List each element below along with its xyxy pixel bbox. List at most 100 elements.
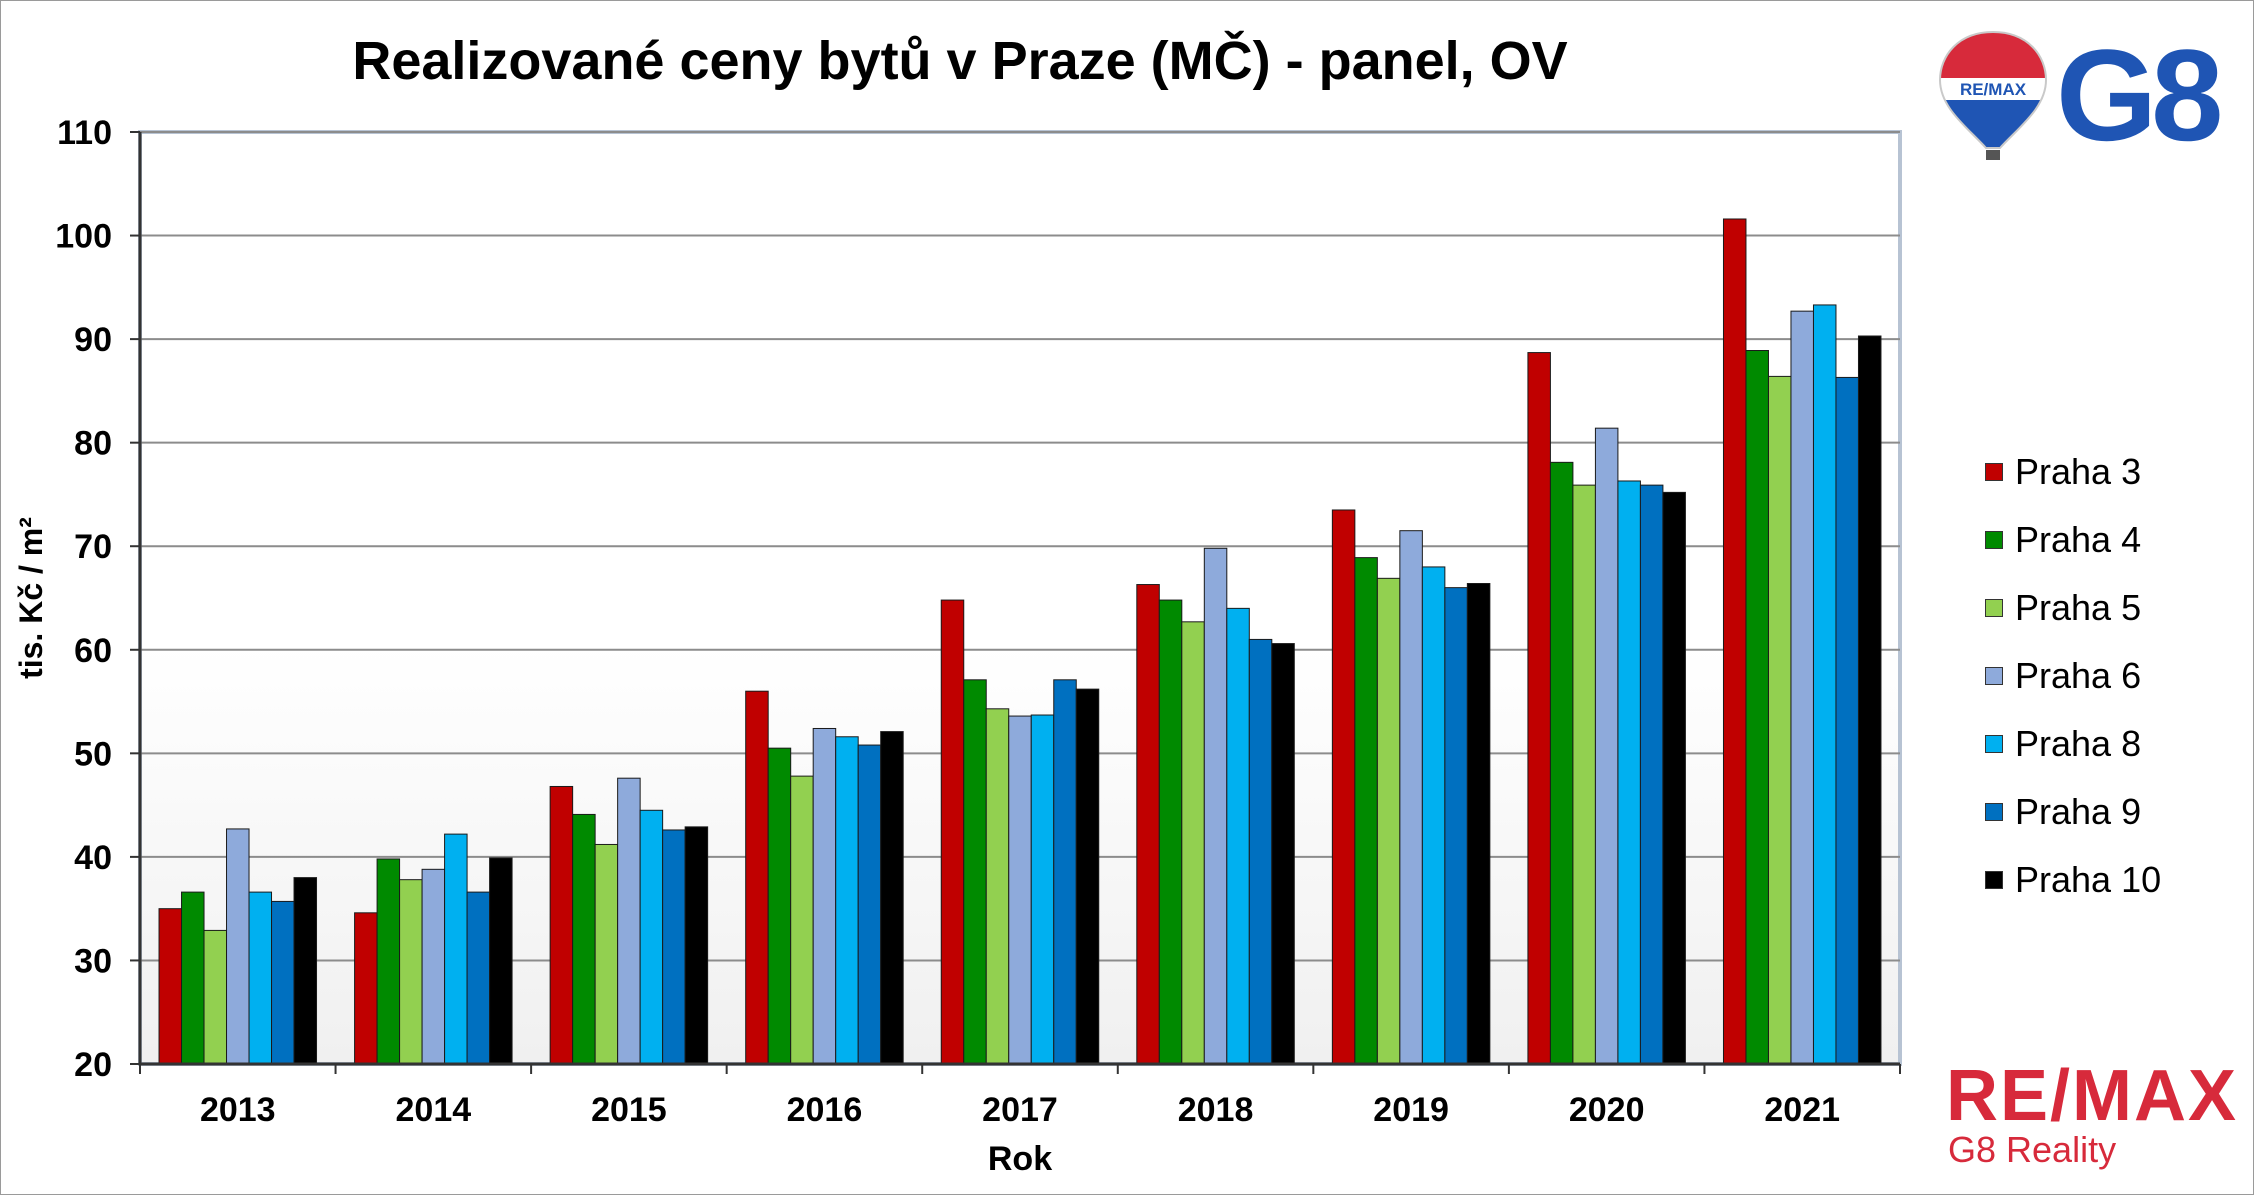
bar-praha-10-2018 [1271, 643, 1295, 1065]
bar-praha-9-2021 [1835, 376, 1859, 1065]
y-tick-label: 110 [57, 114, 112, 152]
bar-praha-4-2015 [572, 813, 596, 1065]
bar-praha-4-2019 [1354, 557, 1378, 1065]
bar-praha-8-2014 [444, 833, 468, 1065]
legend-swatch [1985, 871, 2003, 889]
x-tick-label: 2016 [787, 1091, 863, 1129]
y-tick-label: 30 [74, 942, 112, 980]
x-tick-label: 2015 [591, 1091, 667, 1129]
remax-balloon-logo: RE/MAX [1938, 30, 2048, 160]
bar-praha-5-2013 [203, 929, 228, 1065]
balloon-text: RE/MAX [1960, 80, 2027, 99]
bar-praha-4-2021 [1745, 350, 1769, 1065]
bar-praha-6-2017 [1008, 715, 1032, 1065]
bar-praha-3-2015 [549, 785, 574, 1065]
bar-praha-10-2017 [1075, 688, 1100, 1065]
bar-praha-6-2018 [1203, 547, 1228, 1065]
legend-swatch [1985, 803, 2003, 821]
bar-praha-4-2017 [963, 679, 987, 1065]
bar-praha-3-2017 [940, 599, 965, 1065]
bar-praha-6-2016 [812, 727, 837, 1065]
bar-praha-3-2018 [1136, 584, 1160, 1065]
legend-swatch [1985, 531, 2003, 549]
bar-praha-10-2013 [293, 877, 318, 1065]
bar-praha-10-2016 [880, 731, 904, 1065]
bar-praha-8-2021 [1812, 304, 1837, 1065]
bar-praha-4-2020 [1549, 461, 1574, 1065]
bar-praha-8-2020 [1617, 480, 1641, 1065]
y-axis-label: tis. Kč / m² [13, 517, 49, 679]
bar-praha-10-2019 [1466, 583, 1491, 1065]
x-tick-label: 2020 [1569, 1091, 1645, 1129]
bar-praha-10-2015 [684, 826, 709, 1065]
bar-praha-9-2017 [1053, 679, 1077, 1065]
bar-praha-3-2016 [745, 690, 769, 1065]
legend-label: Praha 8 [2015, 723, 2142, 764]
bar-praha-10-2021 [1857, 335, 1882, 1065]
bar-praha-9-2014 [466, 891, 491, 1065]
legend-label: Praha 10 [2015, 859, 2162, 900]
bar-praha-6-2021 [1790, 310, 1814, 1065]
legend-label: Praha 3 [2015, 451, 2142, 492]
legend-swatch [1985, 599, 2003, 617]
bar-praha-3-2014 [354, 912, 378, 1065]
x-tick-label: 2021 [1764, 1091, 1840, 1129]
y-tick-label: 70 [74, 528, 112, 566]
bar-praha-5-2019 [1376, 577, 1401, 1065]
bar-praha-5-2020 [1572, 484, 1596, 1065]
bar-praha-6-2020 [1594, 427, 1619, 1065]
bar-praha-8-2016 [835, 736, 859, 1065]
x-tick-label: 2014 [396, 1091, 472, 1129]
bar-praha-9-2018 [1248, 638, 1273, 1065]
x-tick-label: 2018 [1178, 1091, 1254, 1129]
bar-praha-3-2013 [158, 908, 183, 1065]
bar-praha-4-2016 [767, 747, 792, 1065]
bars [158, 218, 1882, 1065]
legend-item: Praha 5 [1985, 574, 2225, 642]
y-tick-label: 50 [74, 735, 112, 773]
bar-praha-6-2014 [421, 868, 446, 1065]
x-tick-label: 2019 [1373, 1091, 1449, 1129]
y-tick-label: 80 [74, 425, 112, 463]
bar-praha-9-2020 [1639, 484, 1664, 1065]
bar-praha-5-2014 [399, 879, 423, 1065]
bar-praha-5-2017 [985, 708, 1010, 1065]
legend-item: Praha 4 [1985, 506, 2225, 574]
legend-item: Praha 3 [1985, 438, 2225, 506]
legend-item: Praha 9 [1985, 778, 2225, 846]
bar-praha-8-2013 [248, 891, 273, 1065]
legend-swatch [1985, 735, 2003, 753]
y-tick-label: 90 [74, 321, 112, 359]
bar-praha-8-2015 [639, 809, 664, 1065]
legend-item: Praha 8 [1985, 710, 2225, 778]
bar-praha-6-2015 [617, 777, 641, 1065]
bar-praha-8-2019 [1421, 566, 1446, 1065]
bar-praha-8-2017 [1030, 714, 1055, 1065]
y-tick-label: 20 [74, 1046, 112, 1084]
y-tick-label: 40 [74, 839, 112, 877]
legend-label: Praha 9 [2015, 791, 2142, 832]
bar-praha-3-2019 [1331, 509, 1356, 1065]
remax-logo: RE/MAX [1946, 1056, 2239, 1136]
y-tick-label: 60 [74, 632, 112, 670]
bar-praha-8-2018 [1226, 607, 1250, 1065]
bar-praha-6-2019 [1399, 530, 1423, 1065]
tick-labels: 20 30 40 50 60 70 80 90 100 110 2013 2014 2015 2016 20… [55, 114, 1840, 1129]
bar-praha-4-2013 [181, 891, 205, 1065]
bar-praha-10-2014 [489, 857, 513, 1065]
bar-praha-10-2020 [1662, 491, 1686, 1065]
bar-praha-3-2021 [1722, 218, 1747, 1065]
bar-praha-3-2020 [1527, 352, 1551, 1065]
bar-praha-4-2018 [1158, 599, 1183, 1065]
bar-praha-9-2019 [1444, 587, 1468, 1065]
legend-label: Praha 5 [2015, 587, 2142, 628]
x-tick-label: 2013 [200, 1091, 276, 1129]
bar-praha-9-2013 [271, 900, 295, 1065]
legend-item: Praha 10 [1985, 846, 2225, 914]
legend: Praha 3 Praha 4 Praha 5 Praha 6 Praha 8 Praha… [1985, 438, 2225, 914]
g8-logo: G8 [2056, 22, 2223, 168]
remax-subtitle: G8 Reality [1948, 1129, 2117, 1170]
chart-title: Realizované ceny bytů v Praze (MČ) - pan… [352, 31, 1568, 91]
